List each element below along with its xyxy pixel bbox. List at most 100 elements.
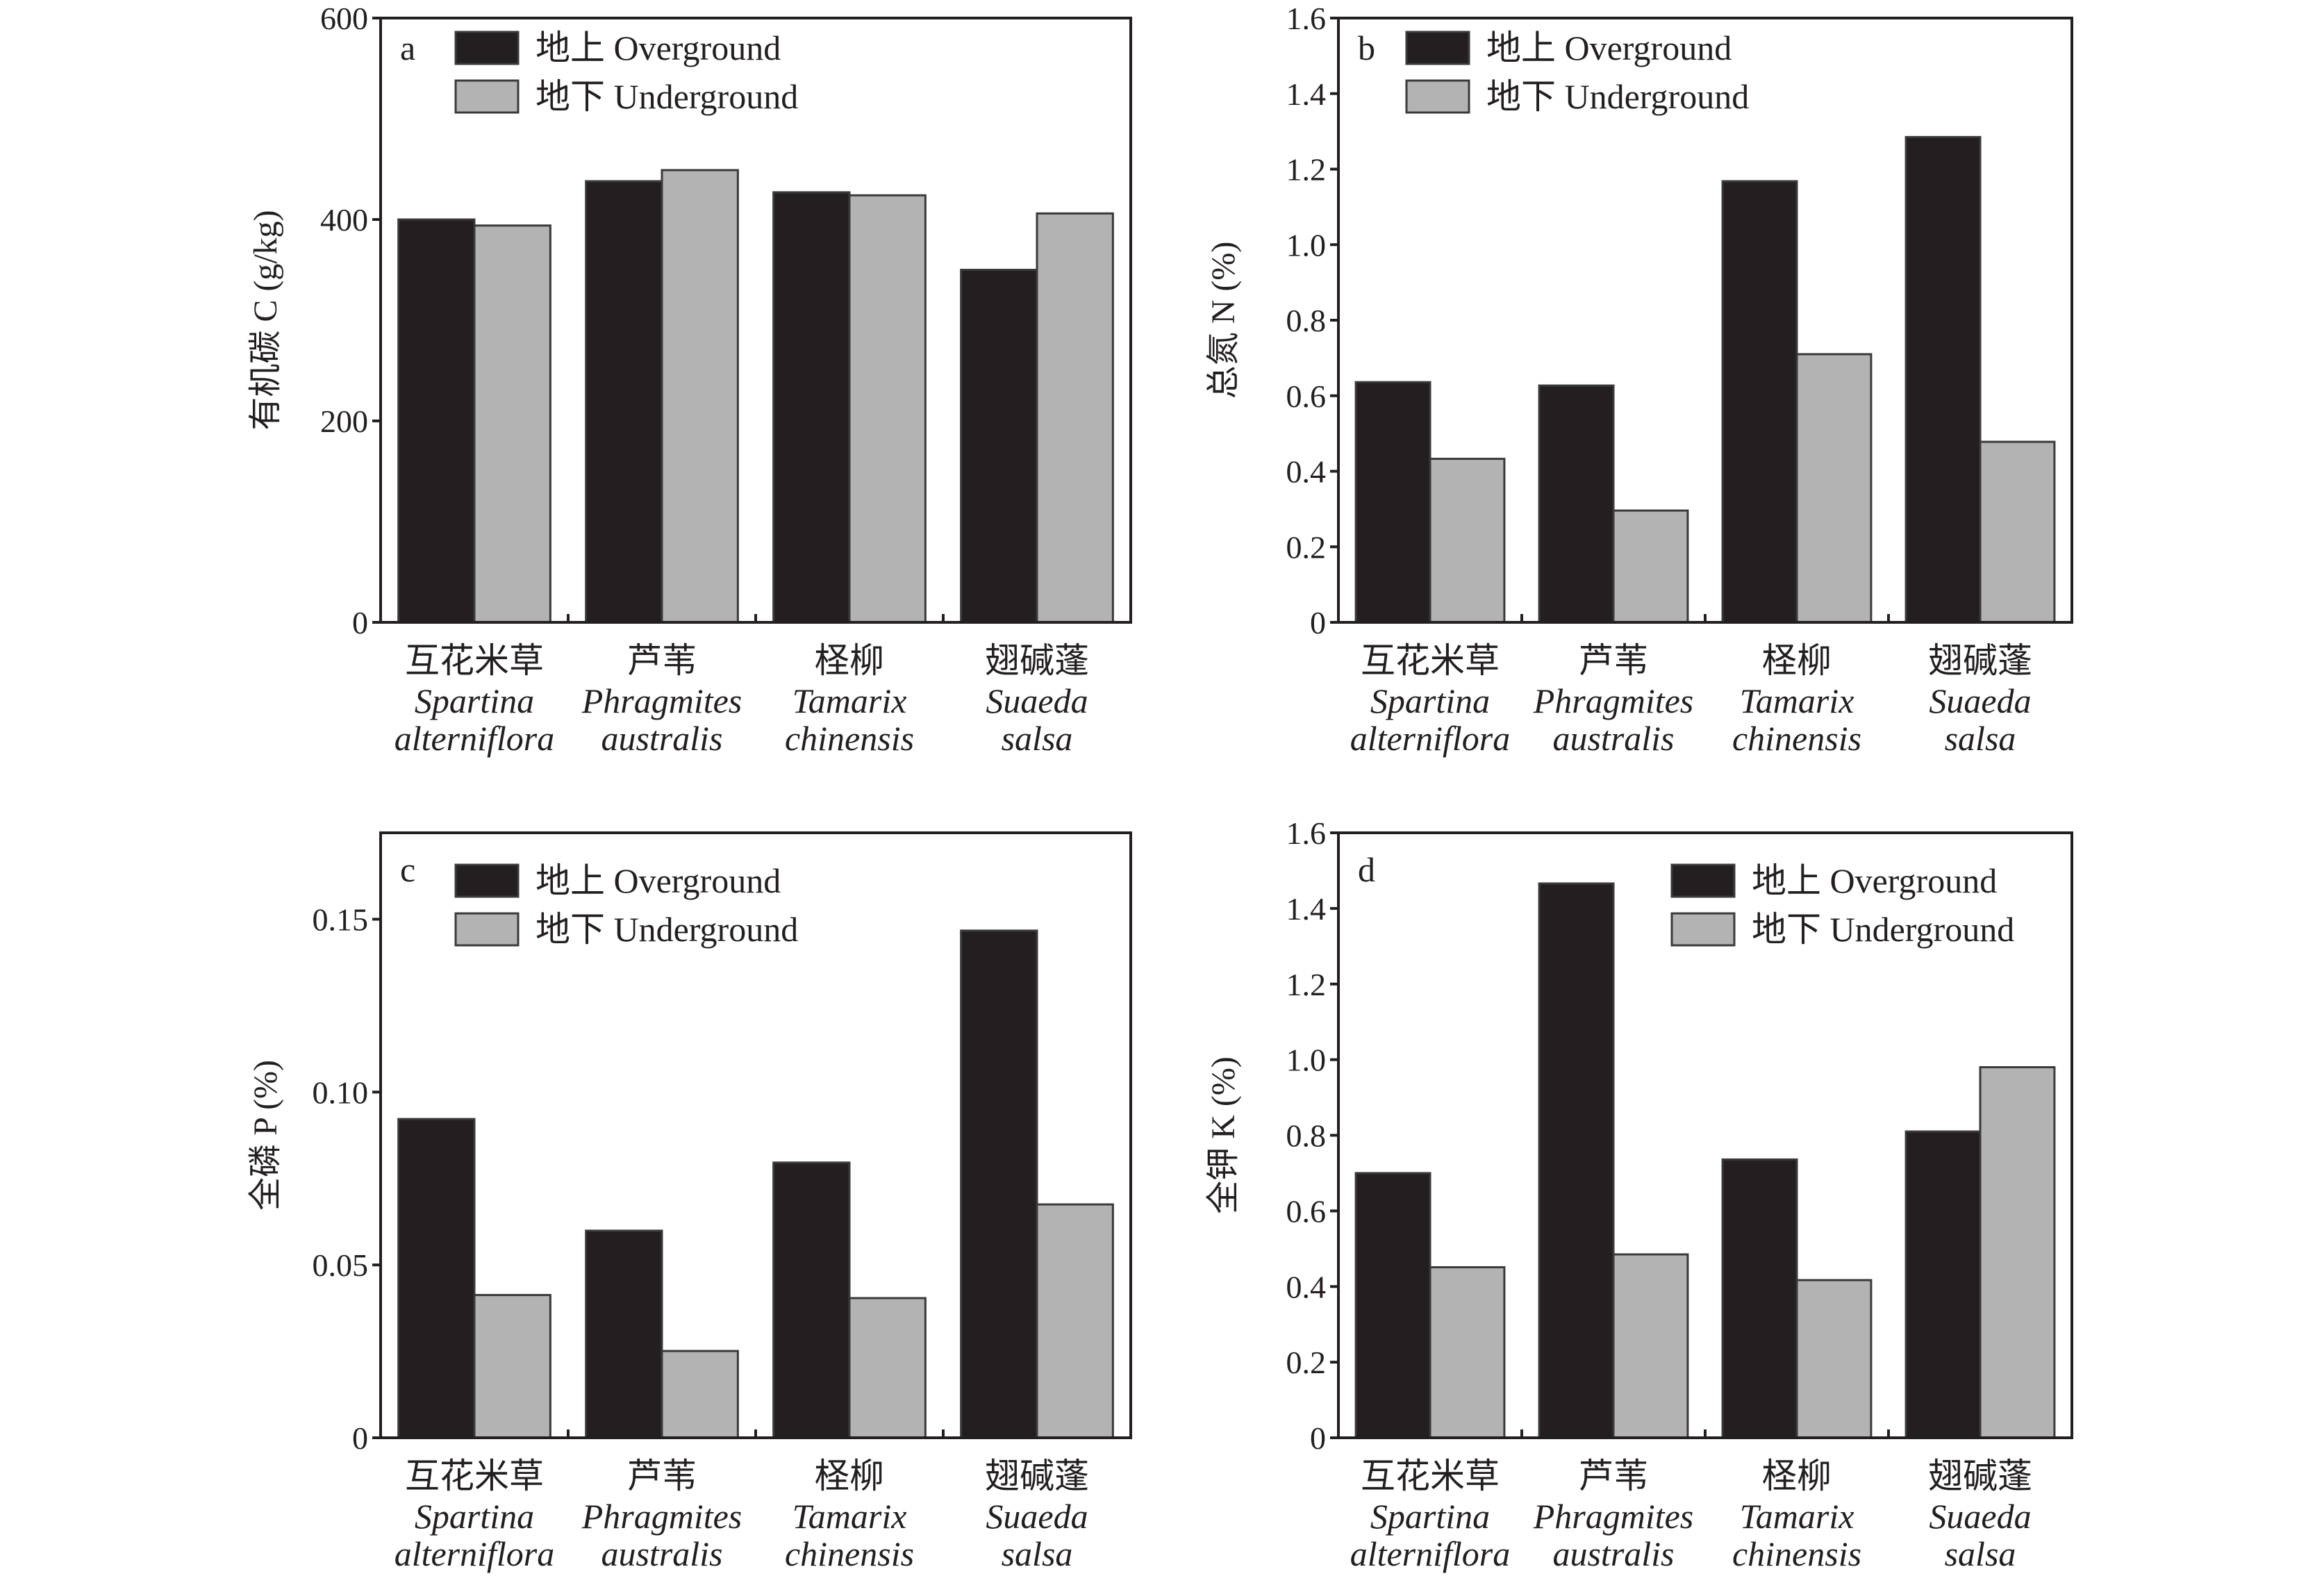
y-axis-label: 全磷 P (%) [247, 1060, 284, 1211]
bar-overground-2 [772, 191, 851, 624]
bar-underground-0 [1429, 458, 1506, 624]
bar-underground-0 [473, 1293, 551, 1439]
category-label-genus: Phragmites [581, 681, 742, 720]
category-label-species: chinensis [1732, 1534, 1861, 1573]
legend-label-overground: 地上 Overground [1486, 28, 1732, 67]
y-axis-label: 全钾 K (%) [1205, 1056, 1242, 1214]
category-label-genus: Tamarix [792, 681, 907, 720]
bar-underground-2 [1795, 1279, 1873, 1439]
category-label-cn: 柽柳 [815, 641, 884, 680]
panel-letter: a [400, 28, 415, 67]
legend-swatch-underground [454, 79, 520, 114]
category-label-cn: 芦苇 [1579, 1457, 1648, 1495]
bar-overground-3 [1904, 135, 1982, 624]
category-label-cn: 互花米草 [1361, 1457, 1500, 1495]
bar-underground-1 [1612, 509, 1689, 624]
bar-underground-2 [848, 194, 927, 624]
bar-underground-3 [1979, 1066, 2056, 1439]
category-label-species: chinensis [785, 1534, 914, 1573]
category-label-cn: 翅碱蓬 [1928, 1457, 2032, 1495]
bar-overground-2 [1721, 1158, 1798, 1439]
category-label-cn: 芦苇 [627, 1457, 697, 1495]
y-tick-label: 0.05 [313, 1247, 369, 1283]
y-tick-label: 1.4 [1286, 76, 1327, 112]
legend-label-overground: 地上 Overground [536, 861, 781, 900]
legend-swatch-underground [1405, 79, 1470, 114]
y-tick-label: 0.15 [313, 902, 369, 937]
bar-overground-1 [585, 1229, 663, 1439]
bar-underground-0 [1429, 1266, 1506, 1439]
legend-swatch-overground [1670, 863, 1736, 898]
legend-swatch-underground [454, 912, 520, 947]
y-tick-label: 0.10 [313, 1075, 369, 1110]
category-label-genus: Suaeda [1929, 681, 2031, 720]
bar-underground-2 [848, 1297, 927, 1439]
category-label-genus: Phragmites [581, 1497, 742, 1536]
category-label-species: chinensis [785, 719, 914, 758]
bar-overground-0 [1354, 381, 1431, 624]
y-tick-label: 1.6 [1286, 815, 1327, 851]
category-label-genus: Tamarix [1740, 681, 1854, 720]
legend-swatch-overground [1405, 31, 1470, 65]
bar-overground-2 [1721, 180, 1798, 624]
legend-swatch-underground [1670, 912, 1736, 947]
y-tick-label: 1.2 [1286, 967, 1327, 1002]
y-tick-label: 0.6 [1286, 1193, 1327, 1229]
bar-overground-0 [397, 218, 476, 624]
category-label-cn: 翅碱蓬 [1928, 641, 2032, 680]
category-label-cn: 柽柳 [815, 1457, 884, 1495]
bar-underground-3 [1979, 440, 2056, 624]
legend-label-underground: 地下 Underground [1752, 910, 2014, 949]
y-tick-label: 1.0 [1286, 227, 1327, 263]
panel-letter: b [1358, 28, 1375, 67]
bar-underground-1 [1612, 1253, 1689, 1439]
category-label-cn: 柽柳 [1762, 1457, 1832, 1495]
legend-label-underground: 地下 Underground [1486, 77, 1749, 116]
category-label-genus: Spartina [1370, 681, 1490, 720]
y-tick-label: 400 [320, 202, 368, 238]
y-tick-label: 1.6 [1286, 1, 1327, 36]
bar-overground-1 [585, 180, 663, 624]
category-label-cn: 翅碱蓬 [985, 1457, 1089, 1495]
category-label-cn: 芦苇 [627, 641, 697, 680]
legend-swatch-overground [454, 31, 520, 65]
category-label-genus: Tamarix [792, 1497, 907, 1536]
y-tick-label: 600 [320, 1, 368, 36]
category-label-species: australis [1552, 1534, 1674, 1573]
category-label-species: australis [601, 1534, 722, 1573]
category-label-species: australis [601, 719, 722, 758]
legend-label-overground: 地上 Overground [1752, 861, 1997, 900]
category-label-species: salsa [1945, 1534, 2016, 1573]
y-axis-label: 有机碳 C (g/kg) [247, 210, 284, 430]
y-tick-label: 0.4 [1286, 1269, 1327, 1304]
category-label-species: salsa [1002, 1534, 1073, 1573]
category-label-species: alterniflora [1350, 719, 1511, 758]
legend-label-overground: 地上 Overground [536, 28, 781, 67]
category-label-genus: Spartina [1370, 1497, 1490, 1536]
y-tick-label: 0.2 [1286, 529, 1327, 565]
bar-underground-1 [661, 169, 739, 624]
bar-underground-3 [1036, 212, 1114, 624]
category-label-species: australis [1552, 719, 1674, 758]
y-tick-label: 0.4 [1286, 454, 1327, 490]
category-label-cn: 互花米草 [1361, 641, 1500, 680]
y-tick-label: 0 [1310, 1420, 1326, 1456]
category-label-species: chinensis [1732, 719, 1861, 758]
category-label-species: salsa [1002, 719, 1073, 758]
category-label-cn: 互花米草 [405, 1457, 544, 1495]
bar-overground-1 [1538, 882, 1615, 1439]
category-label-species: alterniflora [395, 1534, 555, 1573]
y-tick-label: 0 [1310, 605, 1326, 640]
bar-underground-1 [661, 1350, 739, 1439]
bar-overground-0 [397, 1118, 476, 1439]
bar-overground-0 [1354, 1172, 1431, 1439]
bar-overground-3 [960, 269, 1038, 624]
y-tick-label: 200 [320, 404, 368, 439]
y-tick-label: 0.8 [1286, 303, 1327, 338]
bar-underground-3 [1036, 1203, 1114, 1439]
category-label-genus: Spartina [415, 681, 534, 720]
category-label-cn: 芦苇 [1579, 641, 1648, 680]
